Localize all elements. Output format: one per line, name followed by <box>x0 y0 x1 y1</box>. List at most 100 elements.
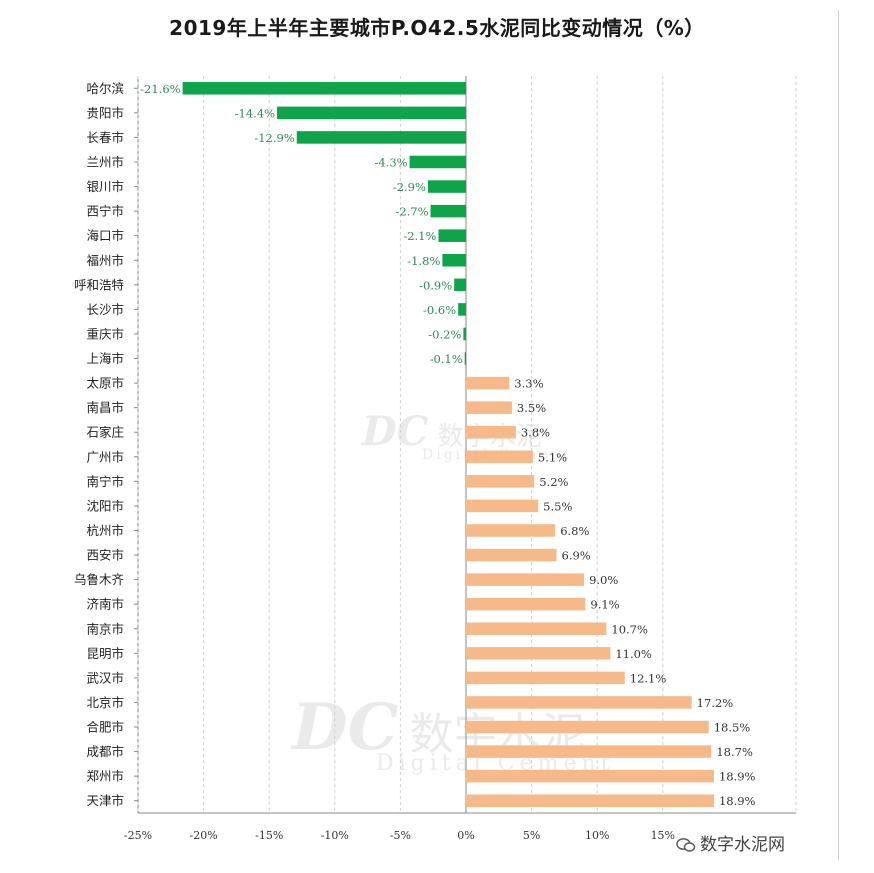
bar <box>466 524 556 537</box>
bar <box>466 671 625 685</box>
data-label: 3.5% <box>517 401 546 415</box>
category-label: 长沙市 <box>86 302 124 317</box>
data-label: -0.6% <box>423 303 456 317</box>
category-label: 贵阳市 <box>86 105 124 120</box>
x-tick-label: 15% <box>651 829 675 842</box>
data-label: 18.9% <box>719 794 756 808</box>
bar <box>466 745 712 758</box>
data-label: -4.3% <box>374 155 407 169</box>
bar <box>466 548 557 562</box>
bar <box>438 229 466 242</box>
bar <box>466 425 516 439</box>
label-layer: -25% -20% -15% -10% -5% 0% 5% 10% 15% 哈尔滨 -21.6% 贵阳… <box>74 81 756 842</box>
category-label: 重庆市 <box>86 326 124 341</box>
data-label: -0.1% <box>430 352 463 366</box>
data-label: 3.8% <box>521 426 550 440</box>
category-label: 昆明市 <box>86 646 124 661</box>
category-label: 兰州市 <box>86 154 124 169</box>
data-label: 11.0% <box>615 647 652 661</box>
data-label: 18.5% <box>714 721 751 735</box>
bar <box>466 376 510 390</box>
bar <box>182 82 466 95</box>
data-label: 5.1% <box>538 450 567 464</box>
bar <box>466 499 539 513</box>
footer-brand: 数字水泥网 <box>676 830 785 855</box>
bar <box>427 180 466 193</box>
bar-layer <box>182 82 714 807</box>
bar <box>466 597 586 611</box>
x-tick-label: 10% <box>585 829 609 842</box>
data-label: -21.6% <box>140 82 180 96</box>
category-label: 乌鲁木齐 <box>74 572 125 587</box>
category-label: 西宁市 <box>86 204 124 219</box>
data-label: 9.0% <box>589 573 618 587</box>
bar <box>409 155 466 169</box>
x-tick-label: -5% <box>390 829 411 842</box>
bar <box>466 622 607 635</box>
bar <box>466 475 535 488</box>
category-label: 成都市 <box>86 744 124 759</box>
category-label: 西安市 <box>86 548 124 563</box>
bar <box>466 401 512 414</box>
category-label: 上海市 <box>86 351 124 366</box>
x-tick-label: -15% <box>255 829 283 842</box>
category-label: 北京市 <box>86 695 124 710</box>
data-label: 9.1% <box>590 598 619 612</box>
category-label: 南宁市 <box>86 474 124 489</box>
data-label: 5.5% <box>543 499 572 513</box>
category-label: 杭州市 <box>86 523 124 538</box>
category-label: 广州市 <box>86 449 124 464</box>
chart-title: 2019年上半年主要城市P.O42.5水泥同比变动情况（%） <box>169 16 705 40</box>
category-label: 长春市 <box>86 130 124 145</box>
category-label: 合肥市 <box>86 720 124 735</box>
data-label: 12.1% <box>630 671 667 685</box>
bar <box>454 278 466 292</box>
bar <box>277 106 466 120</box>
data-label: 10.7% <box>611 622 648 636</box>
footer-brand-text: 数字水泥网 <box>700 835 785 855</box>
data-label: 18.9% <box>719 770 756 784</box>
data-label: -0.9% <box>419 278 452 292</box>
data-label: 6.8% <box>560 524 589 538</box>
category-label: 济南市 <box>86 597 124 612</box>
x-tick-label: 5% <box>523 829 540 842</box>
category-label: 天津市 <box>86 793 124 808</box>
bar <box>458 303 466 316</box>
data-label: 18.7% <box>716 745 753 759</box>
data-label: -2.7% <box>395 205 428 219</box>
data-label: -2.1% <box>403 229 436 243</box>
bar <box>442 254 466 267</box>
x-tick-label: -20% <box>190 829 218 842</box>
bar <box>464 352 466 365</box>
data-label: 17.2% <box>697 696 734 710</box>
category-label: 沈阳市 <box>86 498 124 513</box>
bar <box>466 647 611 660</box>
category-label: 南昌市 <box>86 400 124 415</box>
bar <box>466 450 533 464</box>
bar <box>466 720 709 734</box>
data-label: -12.9% <box>254 131 294 145</box>
category-label: 郑州市 <box>86 769 124 784</box>
wechat-icon <box>676 838 696 852</box>
bar <box>466 696 692 709</box>
bar <box>466 573 585 586</box>
bar <box>430 204 466 218</box>
data-label: -0.2% <box>428 327 461 341</box>
category-label: 南京市 <box>86 621 124 636</box>
x-tick-label: -10% <box>321 829 349 842</box>
category-label: 银川市 <box>86 179 124 194</box>
grid-layer <box>134 76 797 814</box>
bar <box>296 131 466 144</box>
x-tick-label: 0% <box>457 829 474 842</box>
x-tick-label: -25% <box>124 829 152 842</box>
right-edge-line <box>838 10 839 860</box>
bar <box>463 327 466 341</box>
category-label: 海口市 <box>86 228 124 243</box>
category-label: 呼和浩特 <box>74 277 124 292</box>
data-label: -14.4% <box>235 106 275 120</box>
data-label: -2.9% <box>393 180 426 194</box>
bar <box>466 769 714 783</box>
category-label: 石家庄 <box>86 425 124 440</box>
